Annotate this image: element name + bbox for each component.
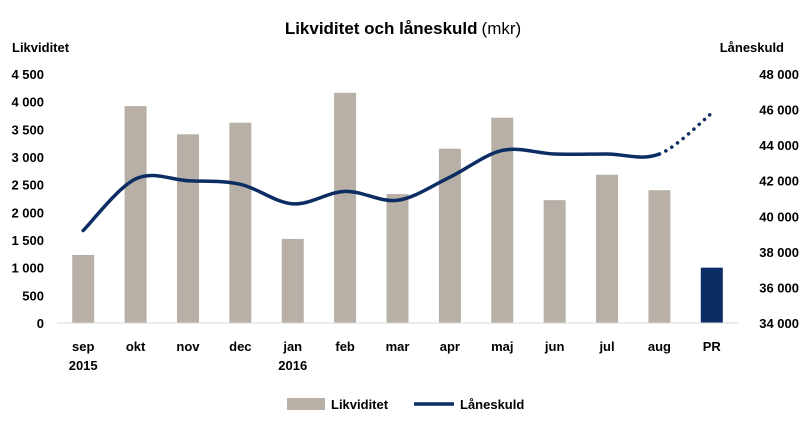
category-label: jul (598, 339, 614, 354)
bar-dec (229, 122, 252, 324)
bars (72, 92, 723, 324)
debt-line-forecast (657, 111, 714, 156)
bar-sep (72, 254, 95, 323)
bar-jun (543, 200, 566, 323)
category-label: jun (544, 339, 565, 354)
bar-nov (176, 134, 199, 323)
left-axis-title: Likviditet (12, 40, 70, 55)
right-axis-title: Låneskuld (720, 40, 784, 55)
debt-line-group (81, 111, 714, 233)
right-tick-label: 36 000 (759, 280, 799, 295)
right-tick-label: 48 000 (759, 67, 799, 82)
right-tick-label: 34 000 (759, 316, 799, 331)
left-tick-label: 3 500 (11, 122, 44, 137)
left-tick-label: 2 000 (11, 205, 44, 220)
left-tick-label: 1 000 (11, 261, 44, 276)
right-axis-ticks: 34 000 36 000 38 000 40 000 42 000 44 000 46 0… (759, 67, 799, 331)
bar-jan (281, 238, 304, 323)
chart-title-main: Likviditet och låneskuld (285, 19, 478, 38)
right-tick-label: 46 000 (759, 103, 799, 118)
bar-mar (386, 194, 409, 323)
left-tick-label: 0 (37, 316, 44, 331)
legend: Likviditet Låneskuld (287, 397, 524, 412)
category-year-label: 2015 (69, 358, 98, 373)
category-label: dec (229, 339, 251, 354)
category-label: feb (335, 339, 355, 354)
category-label: nov (176, 339, 200, 354)
right-tick-label: 38 000 (759, 245, 799, 260)
category-label: okt (126, 339, 146, 354)
chart-title: Likviditet och låneskuld (mkr) (285, 19, 521, 38)
left-tick-label: 500 (22, 288, 44, 303)
bar-pr (700, 267, 723, 323)
bar-feb (334, 92, 357, 324)
legend-bar-swatch (287, 398, 325, 410)
category-labels: sep 2015 okt nov dec jan 2016 feb mar apr maj jun ju… (69, 339, 722, 373)
category-label: jan (282, 339, 302, 354)
category-label: mar (386, 339, 410, 354)
legend-bar-label: Likviditet (331, 397, 389, 412)
left-axis-ticks: 0 500 1 000 1 500 2 000 2 500 3 000 3 500 4 000 4… (11, 67, 44, 331)
category-year-label: 2016 (278, 358, 307, 373)
left-tick-label: 2 500 (11, 178, 44, 193)
category-label: maj (491, 339, 513, 354)
left-tick-label: 3 000 (11, 150, 44, 165)
right-tick-label: 40 000 (759, 209, 799, 224)
category-label: apr (440, 339, 460, 354)
left-tick-label: 1 500 (11, 233, 44, 248)
category-label: PR (703, 339, 722, 354)
legend-line-label: Låneskuld (460, 397, 524, 412)
right-tick-label: 44 000 (759, 138, 799, 153)
debt-line-solid (81, 147, 662, 233)
right-tick-label: 42 000 (759, 174, 799, 189)
chart-title-unit: (mkr) (482, 19, 522, 38)
category-label: aug (648, 339, 671, 354)
bar-okt (124, 106, 147, 324)
left-tick-label: 4 500 (11, 67, 44, 82)
left-tick-label: 4 000 (11, 95, 44, 110)
category-label: sep (72, 339, 94, 354)
bar-aug (648, 190, 671, 323)
bar-maj (491, 117, 514, 323)
bar-apr (438, 148, 461, 323)
bar-jul (596, 174, 619, 323)
